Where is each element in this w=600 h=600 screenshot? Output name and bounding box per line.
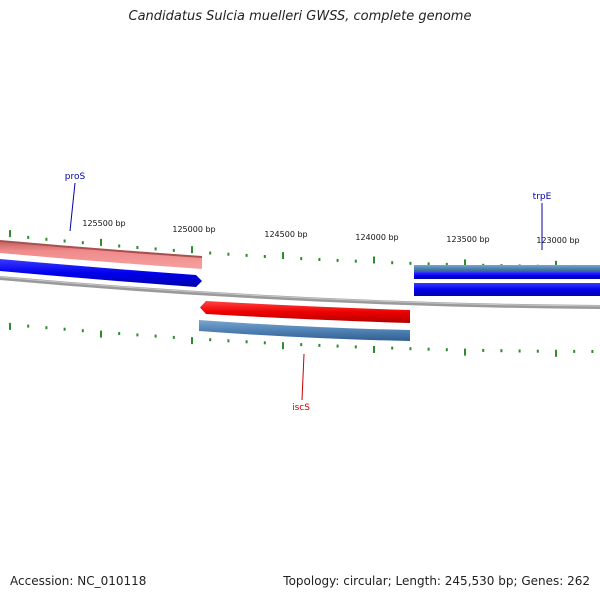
genome-backbone-highlight: [0, 276, 600, 307]
map-title: Candidatus Sulcia muelleri GWSS, complet…: [128, 9, 472, 24]
iscS-leader-line: [301, 353, 305, 401]
feature-bar-pink-edge: [0, 240, 203, 258]
scale-label: 124000 bp: [355, 233, 398, 242]
genome-backbone: [0, 276, 600, 309]
scale-label: 123500 bp: [446, 235, 489, 244]
feature-bar-steelblue-trpE[interactable]: [414, 265, 600, 272]
gene-label-iscS[interactable]: iscS: [292, 403, 310, 413]
proS-leader-line: [69, 182, 76, 232]
scale-ticks-top: [9, 230, 594, 268]
gene-label-proS[interactable]: proS: [65, 172, 86, 182]
gene-iscS-arrow[interactable]: [200, 301, 410, 323]
feature-bar-pink[interactable]: [0, 241, 202, 269]
gene-trpE-bar-upper[interactable]: [414, 272, 600, 279]
scale-label: 125000 bp: [172, 225, 215, 234]
scale-ticks-bottom: [9, 322, 594, 357]
scale-labels: 125500 bp 125000 bp 124500 bp 124000 bp …: [82, 219, 579, 245]
gene-label-trpE[interactable]: trpE: [533, 192, 552, 202]
gene-proS-arrow[interactable]: [0, 259, 202, 287]
gene-trpE-bar-lower[interactable]: [414, 283, 600, 296]
accession-text: Accession: NC_010118: [10, 574, 147, 588]
scale-label: 124500 bp: [264, 230, 307, 239]
genome-summary-text: Topology: circular; Length: 245,530 bp; …: [283, 574, 590, 588]
feature-bar-steelblue-iscS[interactable]: [199, 320, 410, 341]
scale-label: 125500 bp: [82, 219, 125, 228]
scale-label: 123000 bp: [536, 236, 579, 245]
